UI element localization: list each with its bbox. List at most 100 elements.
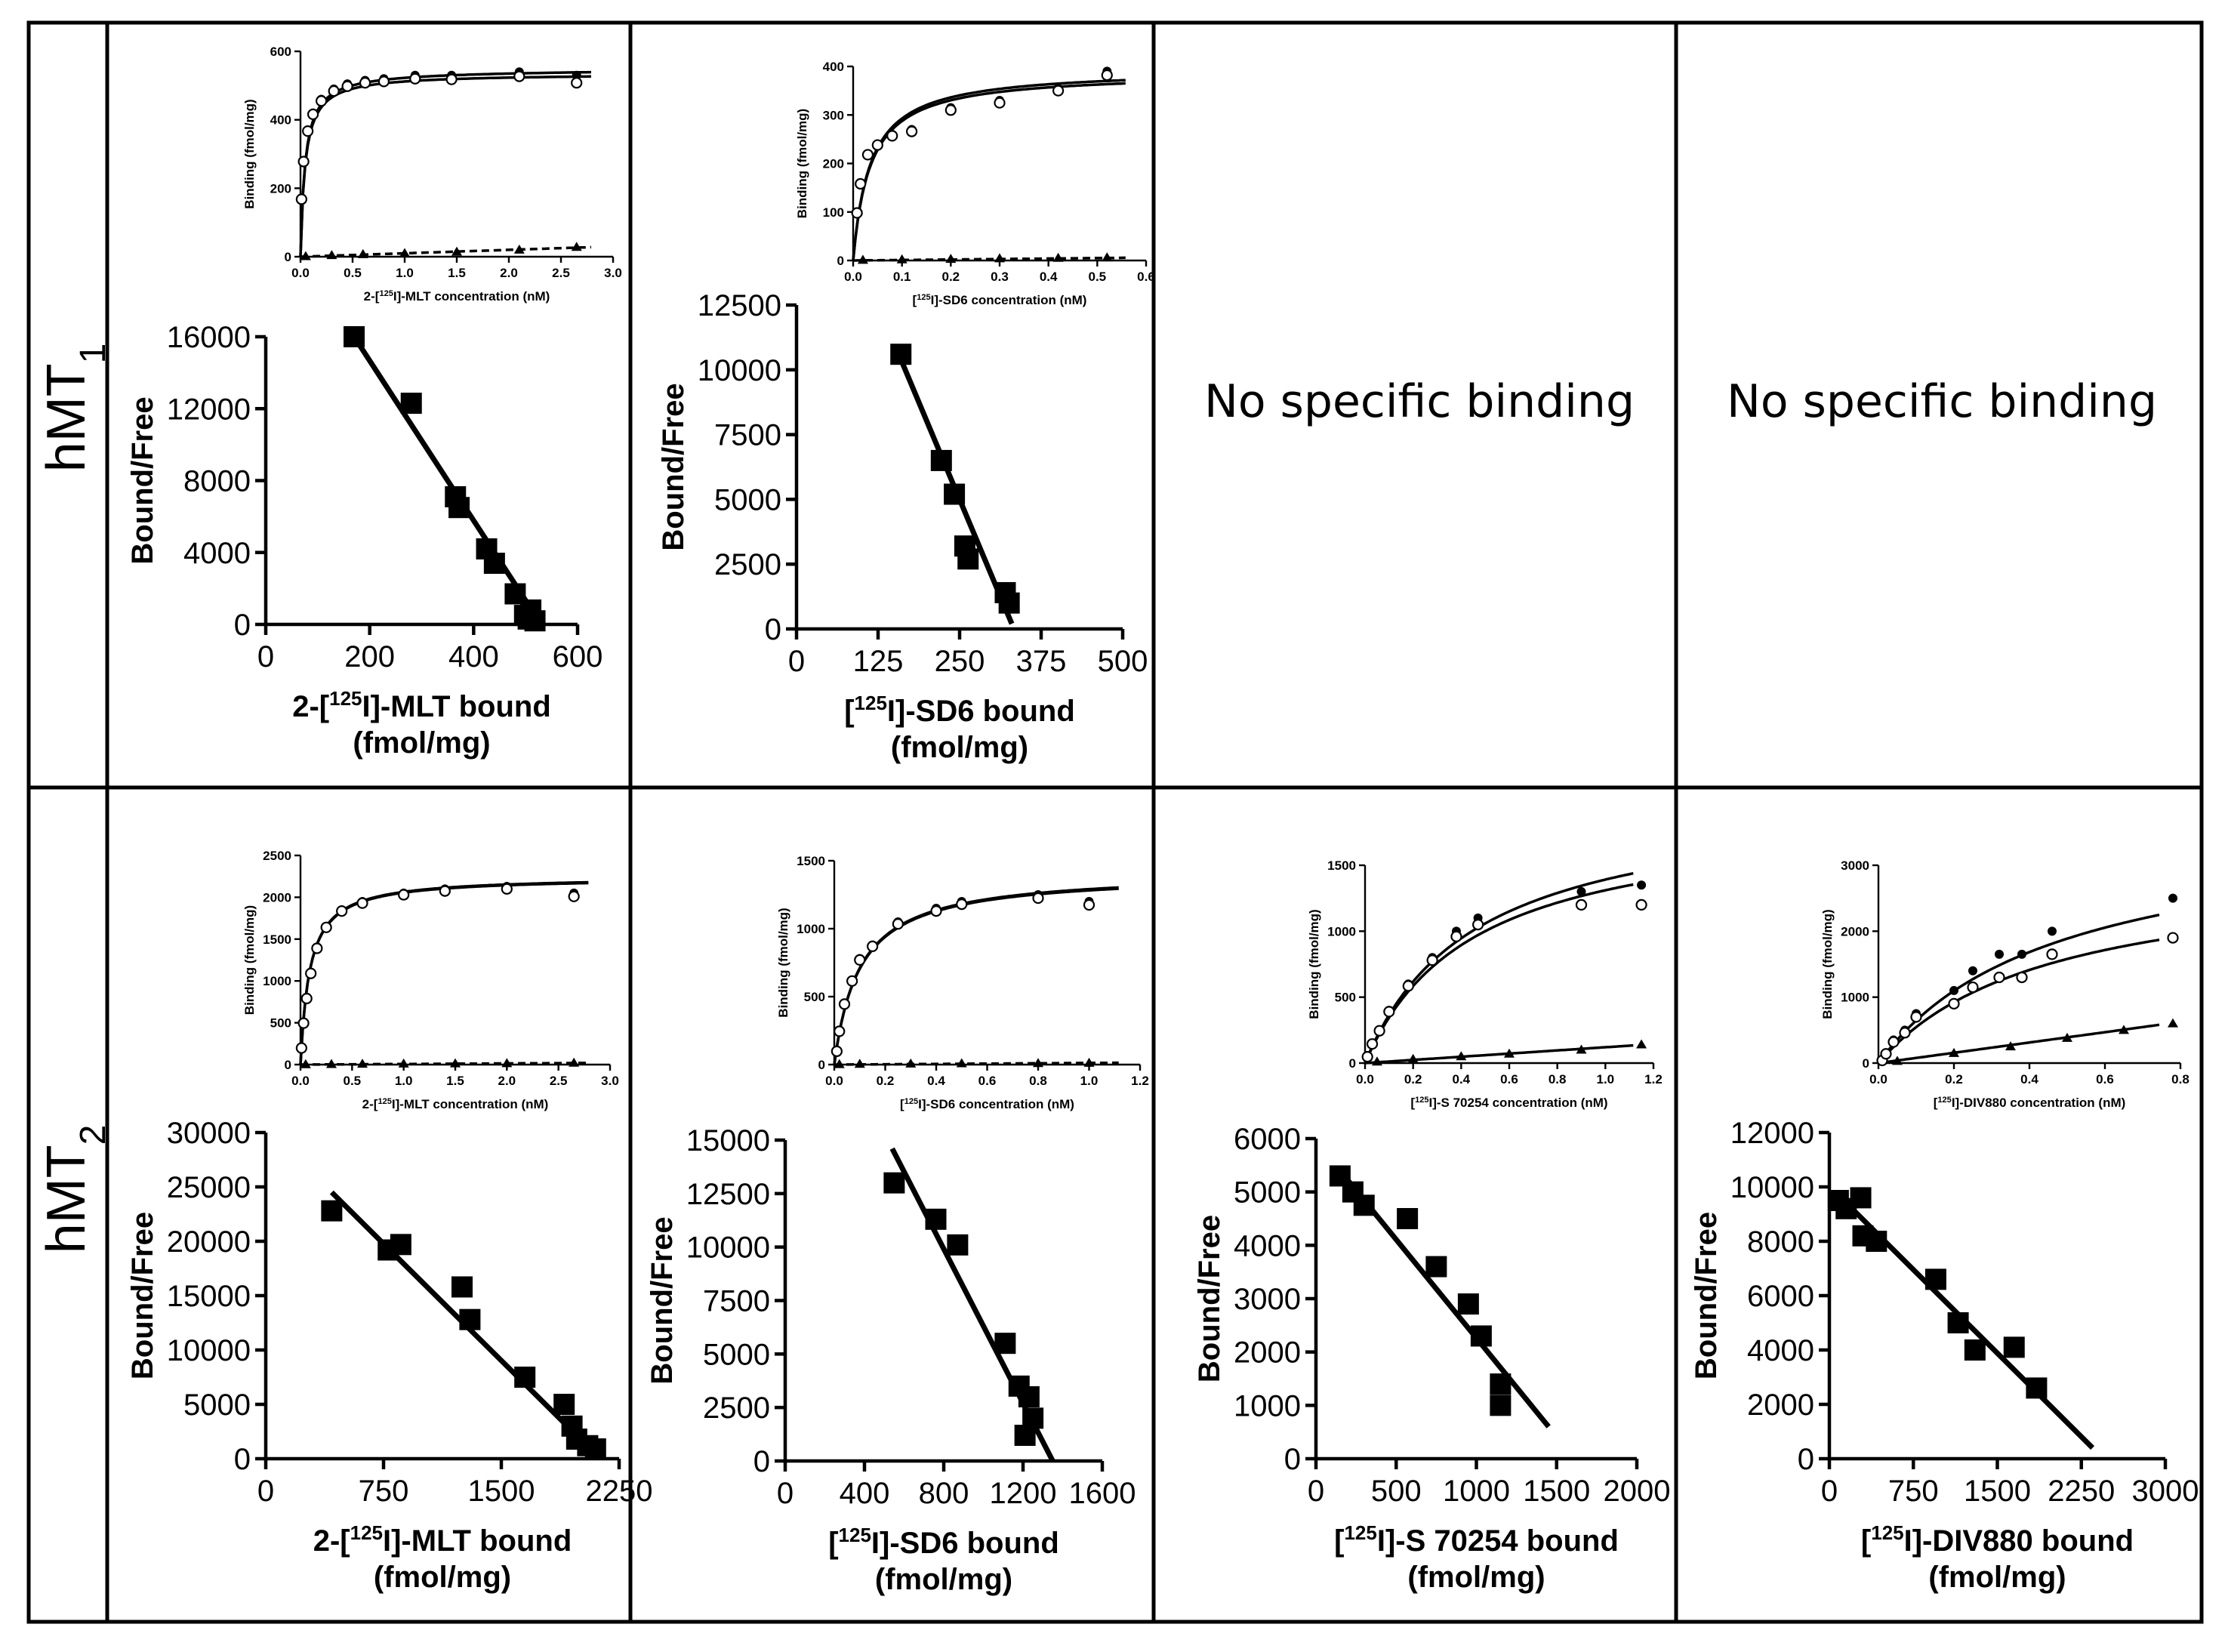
saturation-x-tick-label: 1.0 — [1597, 1072, 1615, 1086]
specific-binding-point — [356, 897, 368, 909]
nonspecific-binding-point — [1033, 1058, 1043, 1068]
saturation-y-tick-label: 1500 — [797, 854, 825, 868]
saturation-plot: 0.0 0.2 0.4 0.6 0.8 0 1000 2000 3000 [125I]-DIV88… — [1820, 858, 2189, 1110]
specific-binding-point — [861, 149, 874, 161]
saturation-x-tick-label: 0.4 — [2020, 1072, 2038, 1086]
nonspecific-binding-point — [2168, 1018, 2178, 1028]
saturation-y-tick-label: 1000 — [797, 922, 825, 936]
nonspecific-binding-point — [834, 1059, 845, 1068]
saturation-x-tick-label: 1.0 — [1080, 1074, 1099, 1088]
no-binding-text-r1c3: No specific binding — [1204, 375, 1635, 428]
specific-binding-point — [2016, 971, 2028, 984]
scatchard-plot: 0 750 1500 2250 3000 0 2000 4000 6000 8000 10000 12… — [1690, 1117, 2199, 1594]
scatchard-point — [947, 1234, 969, 1256]
scatchard-y-tick-label: 10000 — [686, 1231, 770, 1265]
nonspecific-binding-point — [357, 248, 368, 258]
saturation-plot: 0.0 0.2 0.4 0.6 0.8 1.0 1.2 0 500 1000 1500 [125I]-… — [1307, 858, 1663, 1110]
saturation-x-tick-label: 0.5 — [344, 266, 362, 280]
specific-binding-point — [302, 125, 314, 137]
saturation-x-label: [125I]-S 70254 concentration (nM) — [1410, 1096, 1607, 1110]
specific-binding-point — [336, 905, 348, 917]
saturation-y-tick-label: 2000 — [1841, 924, 1869, 938]
scatchard-point — [390, 1234, 411, 1256]
specific-binding-point — [341, 80, 353, 92]
scatchard-y-tick-label: 16000 — [167, 321, 251, 354]
scatchard-point — [2003, 1336, 2025, 1358]
saturation-x-tick-label: 0.2 — [1404, 1072, 1422, 1086]
scatchard-x-tick-label: 500 — [1371, 1475, 1422, 1508]
saturation-y-tick-label: 1500 — [263, 932, 291, 947]
nonspecific-binding-point — [300, 251, 311, 260]
scatchard-y-label: Bound/Free — [126, 1212, 159, 1379]
scatchard-plot: 0 750 1500 2250 0 5000 10000 15000 20000 25000 300… — [126, 1117, 652, 1594]
nonspecific-binding-point — [513, 244, 525, 254]
scatchard-y-tick-label: 25000 — [167, 1171, 251, 1204]
saturation-y-tick-label: 400 — [270, 113, 291, 128]
scatchard-y-label: Bound/Free — [657, 383, 690, 550]
scatchard-x-tick-label: 2250 — [2048, 1475, 2115, 1508]
scatchard-y-tick-label: 5000 — [1234, 1176, 1301, 1210]
total-binding-point — [1968, 966, 1977, 975]
specific-binding-point — [930, 905, 942, 917]
saturation-y-label: Binding (fmol/mg) — [795, 109, 809, 218]
scatchard-plot: 0 200 400 600 0 4000 8000 12000 16000 2-[125I]-ML… — [126, 321, 602, 760]
scatchard-point — [998, 592, 1020, 614]
nonspecific-binding-point — [399, 248, 410, 257]
specific-binding-point — [316, 95, 328, 107]
nonspecific-binding-point — [905, 1058, 917, 1068]
specific-binding-point — [311, 942, 323, 954]
saturation-x-tick-label: 0.6 — [2096, 1072, 2114, 1086]
scatchard-x-tick-label: 200 — [344, 640, 395, 673]
scatchard-point — [451, 1276, 473, 1298]
nonspecific-binding-curve — [853, 256, 1126, 262]
saturation-y-tick-label: 1500 — [1327, 858, 1356, 873]
scatchard-plot: 0 125 250 375 50002500500075001000012500[125… — [657, 289, 1148, 764]
saturation-y-tick-label: 1000 — [1841, 991, 1869, 1005]
scatchard-point — [514, 1367, 536, 1388]
scatchard-y-tick-label: 3000 — [1234, 1283, 1301, 1316]
total-binding-point — [1576, 886, 1586, 896]
saturation-x-tick-label: 0.5 — [344, 1074, 362, 1088]
specific-binding-curve — [299, 75, 591, 257]
scatchard-x-tick-label: 375 — [1016, 645, 1067, 678]
scatchard-point — [994, 1333, 1016, 1355]
saturation-x-tick-label: 2.5 — [550, 1074, 568, 1088]
saturation-x-tick-label: 0.6 — [1500, 1072, 1518, 1086]
saturation-x-label: [125I]-DIV880 concentration (nM) — [1934, 1096, 2126, 1110]
specific-binding-point — [1948, 997, 1960, 1010]
specific-binding-point — [439, 885, 451, 897]
scatchard-x-tick-label: 1500 — [1964, 1475, 2031, 1508]
nonspecific-binding-curve — [1878, 1023, 2160, 1065]
specific-binding-point — [830, 1045, 843, 1057]
scatchard-point — [883, 1172, 905, 1194]
chart-panel-r2c2: 0.0 0.2 0.4 0.6 0.8 1.0 1.2 0 500 1000 1500 [125I]-… — [646, 854, 1149, 1596]
scatchard-x-tick-label: 1000 — [1443, 1475, 1510, 1508]
scatchard-y-tick-label: 2500 — [703, 1392, 770, 1425]
nonspecific-binding-point — [451, 246, 462, 256]
saturation-y-tick-label: 3000 — [1841, 858, 1869, 873]
chart-panel-r2c1: 0.0 0.5 1.0 1.5 2.0 2.5 3.0 0 500 1000 1500 2000 250… — [126, 849, 652, 1594]
specific-binding-point — [320, 921, 332, 933]
nonspecific-binding-point — [1504, 1048, 1515, 1058]
saturation-y-label: Binding (fmol/mg) — [1307, 909, 1321, 1019]
saturation-y-tick-label: 500 — [1335, 991, 1356, 1005]
specific-binding-point — [1993, 971, 2005, 984]
scatchard-x-tick-label: 250 — [935, 645, 985, 678]
specific-binding-point — [297, 156, 310, 168]
scatchard-y-tick-label: 0 — [1284, 1443, 1301, 1476]
scatchard-x-tick-label: 600 — [553, 640, 603, 673]
scatchard-x-tick-label: 1500 — [1523, 1475, 1590, 1508]
scatchard-y-tick-label: 30000 — [167, 1117, 251, 1150]
scatchard-point — [524, 610, 546, 632]
scatchard-x-tick-label: 2250 — [586, 1475, 653, 1508]
scatchard-y-tick-label: 5000 — [714, 483, 781, 516]
nonspecific-binding-point — [326, 250, 337, 260]
scatchard-point — [1457, 1293, 1479, 1315]
specific-binding-point — [846, 975, 858, 987]
nonspecific-binding-point — [326, 1059, 337, 1068]
specific-binding-point — [1880, 1048, 1892, 1060]
saturation-y-tick-label: 0 — [818, 1058, 825, 1072]
specific-binding-point — [398, 889, 410, 901]
specific-binding-point — [1426, 954, 1438, 966]
scatchard-regression-line — [1338, 1169, 1551, 1429]
